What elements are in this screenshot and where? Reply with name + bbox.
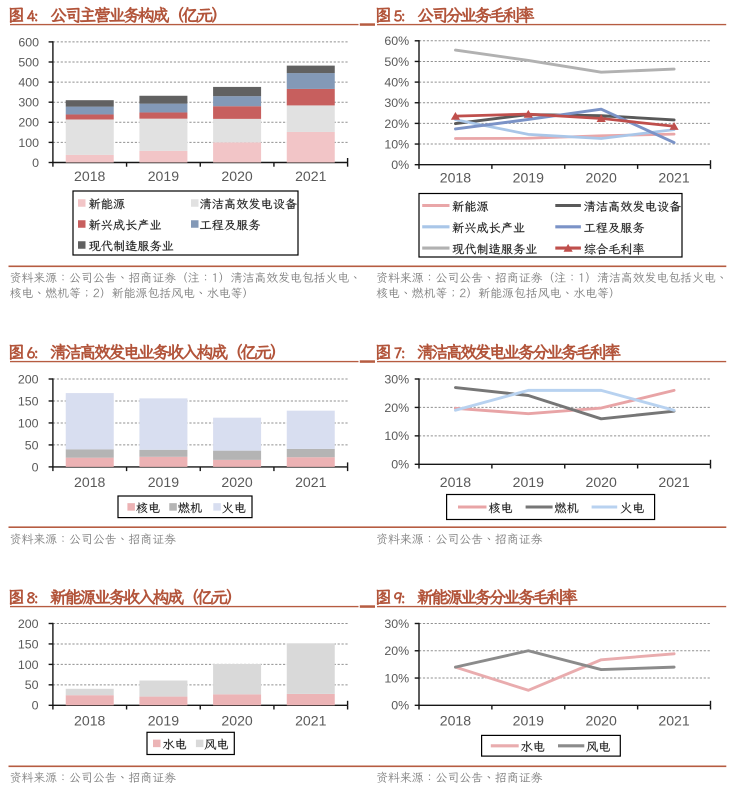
svg-text:2018: 2018 (74, 474, 106, 490)
svg-text:2020: 2020 (221, 474, 253, 490)
svg-text:2021: 2021 (295, 474, 327, 490)
svg-text:2020: 2020 (586, 169, 618, 185)
svg-text:2020: 2020 (221, 713, 253, 729)
svg-text:2021: 2021 (658, 713, 690, 729)
svg-text:300: 300 (18, 96, 39, 110)
svg-text:2019: 2019 (148, 474, 180, 490)
svg-text:150: 150 (18, 637, 39, 651)
svg-text:2021: 2021 (658, 169, 690, 185)
svg-text:2020: 2020 (221, 168, 253, 184)
svg-text:60%: 60% (384, 34, 409, 48)
svg-text:2021: 2021 (295, 168, 327, 184)
svg-text:100: 100 (18, 136, 39, 150)
svg-text:0%: 0% (391, 699, 409, 713)
svg-text:10%: 10% (384, 137, 409, 151)
svg-text:50%: 50% (384, 55, 409, 69)
svg-text:500: 500 (18, 55, 39, 69)
svg-text:2019: 2019 (513, 713, 545, 729)
svg-text:200: 200 (18, 372, 39, 386)
svg-text:50: 50 (25, 438, 39, 452)
svg-text:2021: 2021 (295, 713, 327, 729)
svg-text:50: 50 (25, 678, 39, 692)
svg-text:100: 100 (18, 416, 39, 430)
svg-text:2019: 2019 (513, 169, 545, 185)
svg-text:200: 200 (18, 617, 39, 631)
svg-text:20%: 20% (384, 644, 409, 658)
svg-text:30%: 30% (384, 372, 409, 386)
svg-text:40%: 40% (384, 75, 409, 89)
svg-text:10%: 10% (384, 429, 409, 443)
svg-text:0%: 0% (391, 158, 409, 172)
svg-text:600: 600 (18, 35, 39, 49)
svg-text:30%: 30% (384, 617, 409, 631)
svg-text:0: 0 (32, 156, 39, 170)
svg-text:100: 100 (18, 658, 39, 672)
svg-text:2019: 2019 (513, 474, 545, 490)
svg-text:2018: 2018 (74, 168, 106, 184)
svg-text:0%: 0% (391, 458, 409, 472)
svg-text:2018: 2018 (440, 169, 472, 185)
svg-text:2018: 2018 (440, 713, 472, 729)
svg-text:2019: 2019 (148, 713, 180, 729)
svg-text:0: 0 (32, 460, 39, 474)
svg-text:2018: 2018 (74, 713, 106, 729)
svg-text:400: 400 (18, 75, 39, 89)
svg-text:0: 0 (32, 699, 39, 713)
svg-text:20%: 20% (384, 401, 409, 415)
svg-text:150: 150 (18, 394, 39, 408)
svg-text:2020: 2020 (586, 474, 618, 490)
svg-text:10%: 10% (384, 671, 409, 685)
svg-text:30%: 30% (384, 96, 409, 110)
svg-text:200: 200 (18, 116, 39, 130)
svg-text:2019: 2019 (148, 168, 180, 184)
svg-text:2018: 2018 (440, 474, 472, 490)
svg-text:20%: 20% (384, 117, 409, 131)
svg-text:2020: 2020 (586, 713, 618, 729)
svg-text:2021: 2021 (658, 474, 690, 490)
